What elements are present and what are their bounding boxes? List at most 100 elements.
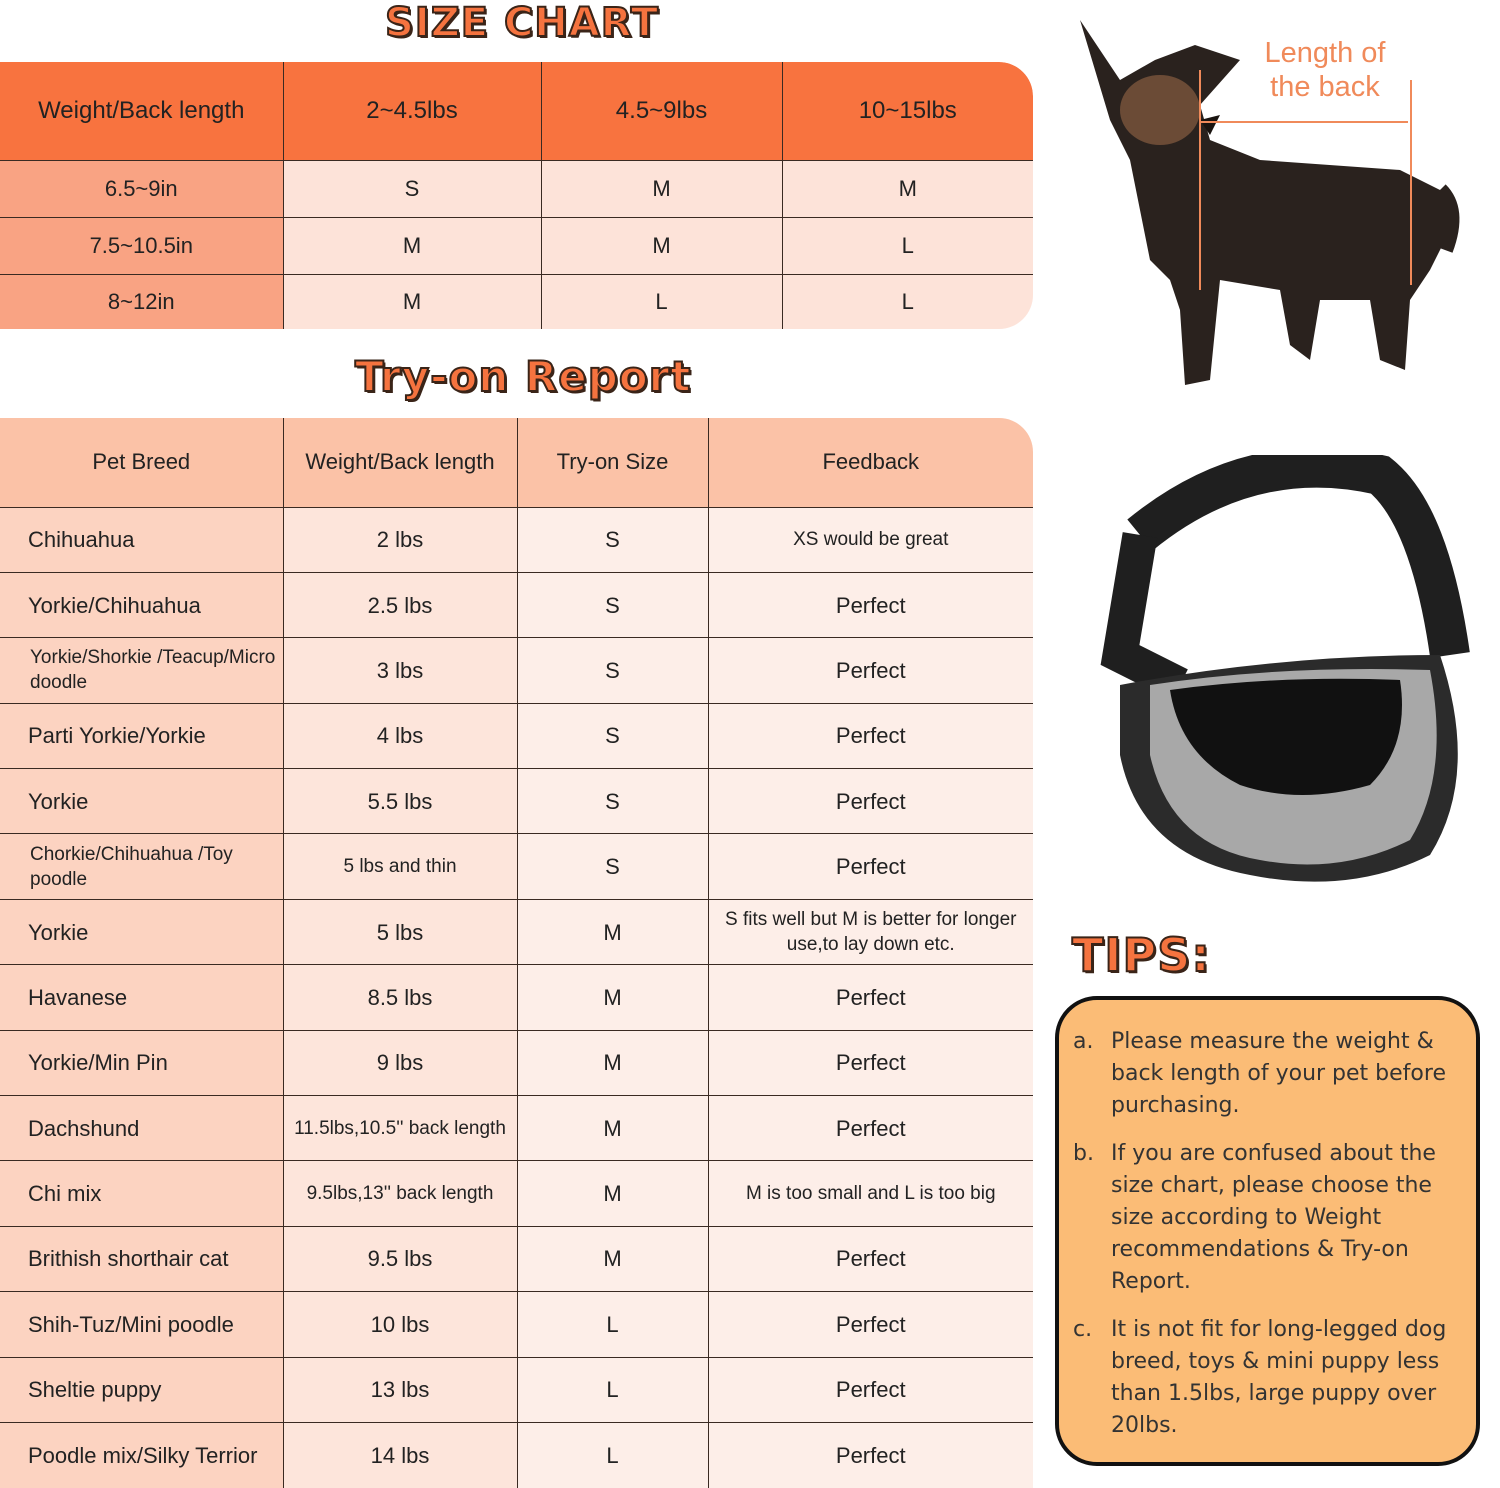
size-cell: L [517, 1421, 709, 1488]
size-cell: S [517, 571, 709, 638]
tip-item: a. Please measure the weight & back lengt… [1073, 1026, 1466, 1122]
feedback-cell: Perfect [708, 833, 1033, 900]
tip-item: b. If you are confused about the size cha… [1073, 1138, 1466, 1298]
breed-cell: Shih-Tuz/Mini poodle [0, 1291, 284, 1358]
tryon-row: Chi mix 9.5lbs,13'' back length M M is too … [0, 1160, 1033, 1227]
tip-letter: b. [1073, 1141, 1094, 1166]
feedback-cell: Perfect [708, 1356, 1033, 1423]
try-on-report-title: Try-on Report [354, 351, 692, 402]
tip-text: Please measure the weight & back length … [1111, 1029, 1446, 1118]
back-length-cell: 8~12in [0, 273, 284, 329]
weight-cell: 2.5 lbs [283, 571, 518, 638]
size-cell: M [283, 273, 542, 329]
tryon-row: Brithish shorthair cat 9.5 lbs M Perfect [0, 1225, 1033, 1292]
feedback-cell: XS would be great [708, 506, 1033, 573]
tryon-row: Chihuahua 2 lbs S XS would be great [0, 506, 1033, 573]
tips-title: TIPS: [1071, 927, 1211, 983]
size-cell: M [283, 216, 542, 274]
weight-cell: 10 lbs [283, 1291, 518, 1358]
feedback-cell: Perfect [708, 964, 1033, 1031]
feedback-cell: Perfect [708, 1225, 1033, 1292]
feedback-cell: Perfect [708, 1029, 1033, 1096]
tryon-header-cell: Pet Breed [0, 418, 284, 507]
size-cell: M [517, 898, 709, 965]
back-length-cell: 6.5~9in [0, 159, 284, 217]
back-length-label: Length of the back [1264, 37, 1386, 103]
feedback-cell: Perfect [708, 637, 1033, 704]
tryon-row: Yorkie/Shorkie /Teacup/Micro doodle 3 lbs… [0, 637, 1033, 704]
breed-cell: Sheltie puppy [0, 1356, 284, 1423]
tip-text: It is not fit for long-legged dog breed,… [1111, 1317, 1447, 1438]
tryon-row: Chorkie/Chihuahua /Toy poodle 5 lbs and t… [0, 833, 1033, 900]
tryon-row: Poodle mix/Silky Terrior 14 lbs L Perfect [0, 1421, 1033, 1488]
size-cell: M [541, 159, 783, 217]
weight-cell: 9.5lbs,13'' back length [283, 1160, 518, 1227]
tryon-row: Dachshund 11.5lbs,10.5'' back length M Perf… [0, 1095, 1033, 1161]
feedback-cell: Perfect [708, 1291, 1033, 1358]
size-cell: L [541, 273, 783, 329]
size-cell: M [517, 1095, 709, 1161]
size-cell: S [517, 833, 709, 900]
tip-letter: a. [1073, 1029, 1094, 1054]
size-cell: L [782, 216, 1033, 274]
size-header-cell: Weight/Back length [0, 62, 284, 160]
tryon-header-cell: Weight/Back length [283, 418, 518, 507]
size-cell: M [517, 1029, 709, 1096]
weight-cell: 9.5 lbs [283, 1225, 518, 1292]
weight-cell: 4 lbs [283, 702, 518, 769]
breed-cell: Dachshund [0, 1095, 284, 1161]
size-row: 6.5~9in S M M [0, 159, 1033, 217]
size-header-cell: 4.5~9lbs [541, 62, 783, 160]
size-header-cell: 2~4.5lbs [283, 62, 542, 160]
weight-cell: 5 lbs [283, 898, 518, 965]
weight-cell: 5 lbs and thin [283, 833, 518, 900]
feedback-cell: Perfect [708, 1095, 1033, 1161]
size-row: 7.5~10.5in M M L [0, 216, 1033, 274]
breed-cell: Yorkie/Chihuahua [0, 571, 284, 638]
weight-cell: 14 lbs [283, 1421, 518, 1488]
breed-cell: Chihuahua [0, 506, 284, 573]
feedback-cell: S fits well but M is better for longer u… [708, 898, 1033, 965]
size-cell: L [517, 1356, 709, 1423]
feedback-cell: Perfect [708, 1421, 1033, 1488]
tryon-row: Yorkie/Min Pin 9 lbs M Perfect [0, 1029, 1033, 1096]
size-chart-table: Weight/Back length 2~4.5lbs 4.5~9lbs 10~15l… [0, 62, 1033, 329]
breed-cell: Parti Yorkie/Yorkie [0, 702, 284, 769]
tryon-header-cell: Feedback [708, 418, 1033, 507]
size-cell: M [517, 1160, 709, 1227]
weight-cell: 8.5 lbs [283, 964, 518, 1031]
size-cell: M [517, 964, 709, 1031]
tryon-header-cell: Try-on Size [517, 418, 709, 507]
tryon-row: Yorkie/Chihuahua 2.5 lbs S Perfect [0, 571, 1033, 638]
breed-cell: Yorkie/Shorkie /Teacup/Micro doodle [0, 637, 284, 704]
size-cell: S [517, 768, 709, 834]
breed-cell: Yorkie [0, 768, 284, 834]
back-length-cell: 7.5~10.5in [0, 216, 284, 274]
weight-cell: 2 lbs [283, 506, 518, 573]
tip-text: If you are confused about the size chart… [1111, 1141, 1436, 1294]
size-cell: M [541, 216, 783, 274]
breed-cell: Brithish shorthair cat [0, 1225, 284, 1292]
tryon-row: Parti Yorkie/Yorkie 4 lbs S Perfect [0, 702, 1033, 769]
size-cell: S [517, 506, 709, 573]
feedback-cell: Perfect [708, 702, 1033, 769]
try-on-table: Pet Breed Weight/Back length Try-on Size Fe… [0, 418, 1033, 1488]
size-cell: L [517, 1291, 709, 1358]
tryon-row: Havanese 8.5 lbs M Perfect [0, 964, 1033, 1031]
tryon-row: Yorkie 5 lbs M S fits well but M is better … [0, 898, 1033, 965]
feedback-cell: M is too small and L is too big [708, 1160, 1033, 1227]
size-row: 8~12in M L L [0, 273, 1033, 329]
breed-cell: Poodle mix/Silky Terrior [0, 1421, 284, 1488]
weight-cell: 9 lbs [283, 1029, 518, 1096]
weight-cell: 5.5 lbs [283, 768, 518, 834]
tryon-row: Yorkie 5.5 lbs S Perfect [0, 768, 1033, 834]
feedback-cell: Perfect [708, 571, 1033, 638]
dog-photo-illustration [1080, 20, 1460, 385]
weight-cell: 3 lbs [283, 637, 518, 704]
sling-carrier-illustration [1100, 455, 1470, 882]
breed-cell: Yorkie [0, 898, 284, 965]
breed-cell: Chi mix [0, 1160, 284, 1227]
breed-cell: Yorkie/Min Pin [0, 1029, 284, 1096]
size-cell: S [517, 637, 709, 704]
size-cell: M [517, 1225, 709, 1292]
